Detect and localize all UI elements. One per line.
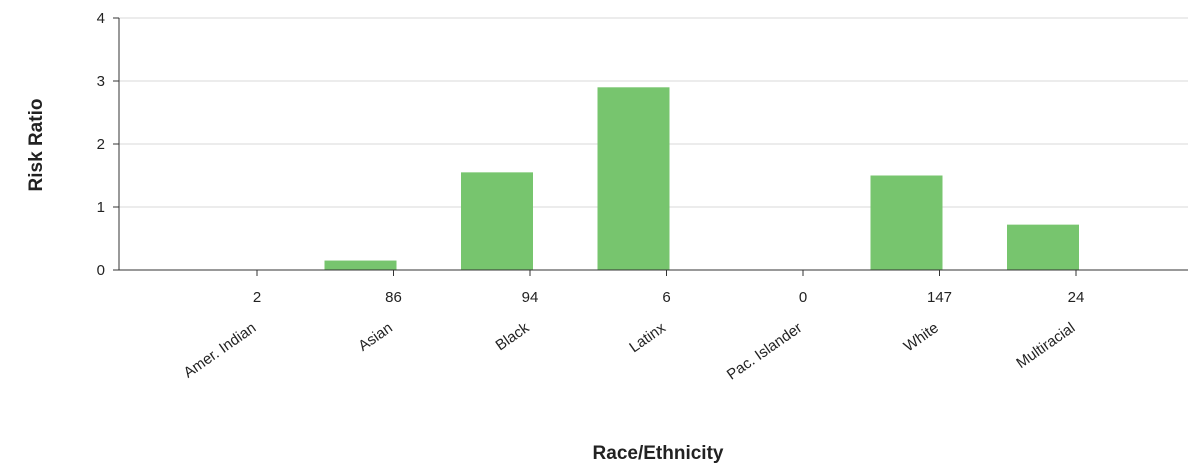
count-labels: 2 86 94 6 0 147 24 (253, 289, 1085, 306)
y-tick-label: 0 (97, 262, 105, 279)
category-label: Asian (355, 319, 395, 354)
bars (324, 87, 1079, 270)
category-label: White (901, 319, 942, 355)
count-label: 0 (799, 289, 807, 306)
category-label: Latinx (626, 319, 669, 356)
bar-asian (324, 260, 397, 270)
category-label: Amer. Indian (181, 319, 260, 381)
category-label: Pac. Islander (724, 319, 805, 383)
bar-latinx (597, 87, 670, 270)
bar-white (870, 175, 943, 270)
count-label: 2 (253, 289, 261, 306)
y-tick-label: 2 (97, 136, 105, 153)
count-label: 24 (1068, 289, 1085, 306)
count-label: 86 (385, 289, 402, 306)
category-label: Multiracial (1013, 319, 1078, 372)
y-axis-title: Risk Ratio (26, 99, 47, 192)
y-tick-label: 3 (97, 73, 105, 90)
y-tick-label: 1 (97, 199, 105, 216)
y-axis-ticks: 0 1 2 3 4 (97, 10, 119, 279)
category-label: Black (492, 319, 532, 354)
count-label: 94 (522, 289, 539, 306)
bar-black (461, 172, 533, 270)
x-axis-category-labels: Amer. Indian Asian Black Latinx Pac. Islande… (181, 270, 1078, 383)
count-label: 6 (662, 289, 670, 306)
bar-multiracial (1007, 224, 1079, 270)
x-axis-title: Race/Ethnicity (593, 443, 724, 464)
count-label: 147 (927, 289, 952, 306)
y-tick-label: 4 (97, 10, 105, 27)
